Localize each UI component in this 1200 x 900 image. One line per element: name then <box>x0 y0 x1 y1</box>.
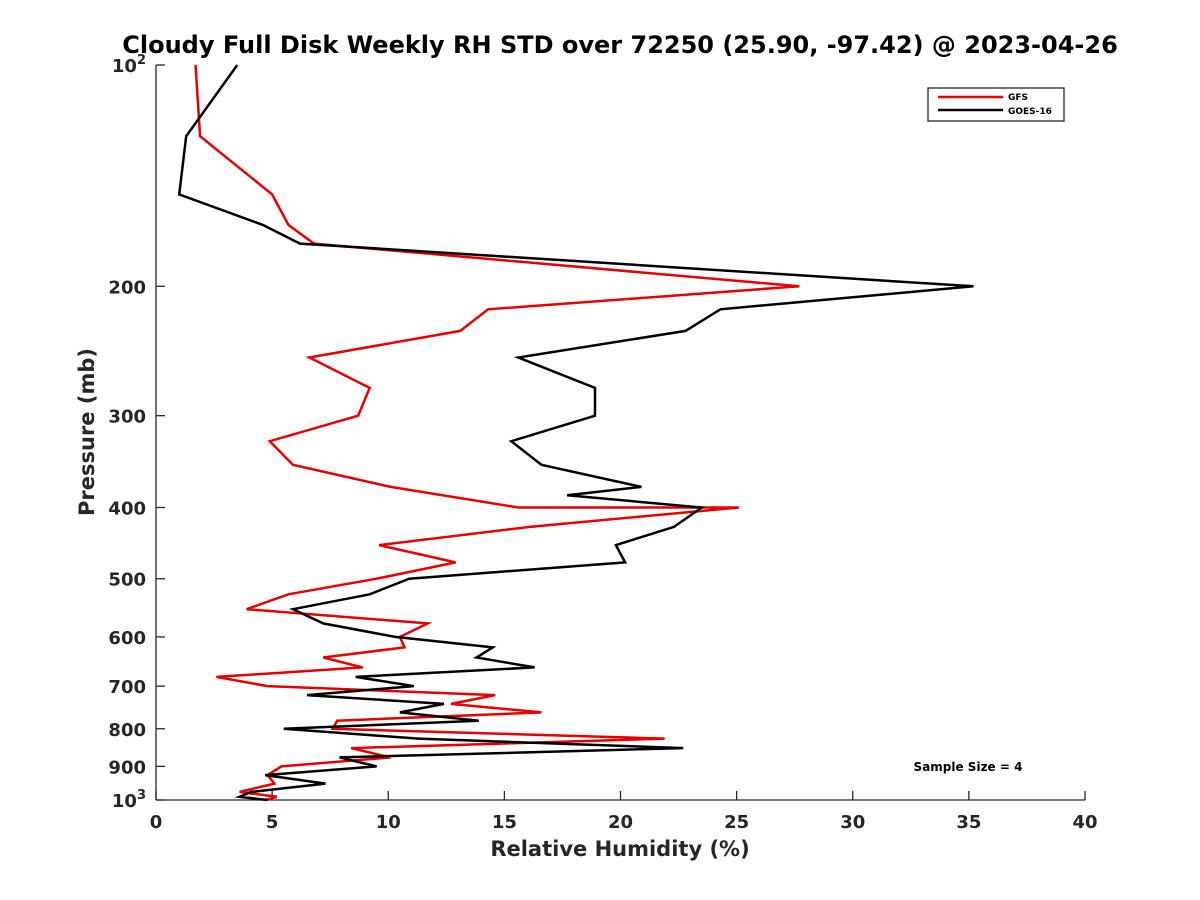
y-tick-label: 300 <box>108 407 146 428</box>
x-tick-label: 30 <box>840 812 865 833</box>
x-tick-label: 0 <box>150 812 163 833</box>
x-tick-label: 10 <box>376 812 401 833</box>
plot-area: 0 5 10 15 20 25 30 35 40 102 200 300 400 500 600 700 80… <box>108 53 1097 833</box>
x-tick-label: 40 <box>1072 812 1097 833</box>
x-tick-label: 5 <box>266 812 279 833</box>
x-axis-ticks: 0 5 10 15 20 25 30 35 40 <box>150 791 1098 833</box>
sample-size-annotation: Sample Size = 4 <box>914 760 1023 774</box>
y-tick-label: 900 <box>108 757 146 778</box>
legend-box <box>927 87 1065 122</box>
series-line-goes16 <box>177 64 974 802</box>
y-tick-label: 103 <box>112 788 146 812</box>
series-layer <box>177 64 974 802</box>
y-tick-label: 500 <box>108 570 146 591</box>
legend-label-gfs: GFS <box>1008 93 1028 103</box>
series-line-gfs <box>194 64 800 802</box>
y-axis-ticks: 102 200 300 400 500 600 700 800 900 103 <box>108 53 165 812</box>
x-tick-label: 25 <box>724 812 749 833</box>
y-tick-label: 800 <box>108 720 146 741</box>
y-tick-label: 400 <box>108 499 146 520</box>
y-tick-label: 600 <box>108 628 146 649</box>
y-tick-label: 200 <box>108 277 146 298</box>
chart-title: Cloudy Full Disk Weekly RH STD over 7225… <box>122 31 1118 59</box>
y-tick-label: 102 <box>112 53 146 77</box>
legend: GFS GOES-16 <box>927 87 1065 122</box>
x-tick-label: 15 <box>492 812 517 833</box>
x-tick-label: 35 <box>956 812 981 833</box>
y-tick-label: 700 <box>108 677 146 698</box>
legend-label-goes16: GOES-16 <box>1008 107 1052 117</box>
x-tick-label: 20 <box>608 812 633 833</box>
y-axis-label: Pressure (mb) <box>75 348 99 516</box>
x-axis-label: Relative Humidity (%) <box>490 837 749 861</box>
